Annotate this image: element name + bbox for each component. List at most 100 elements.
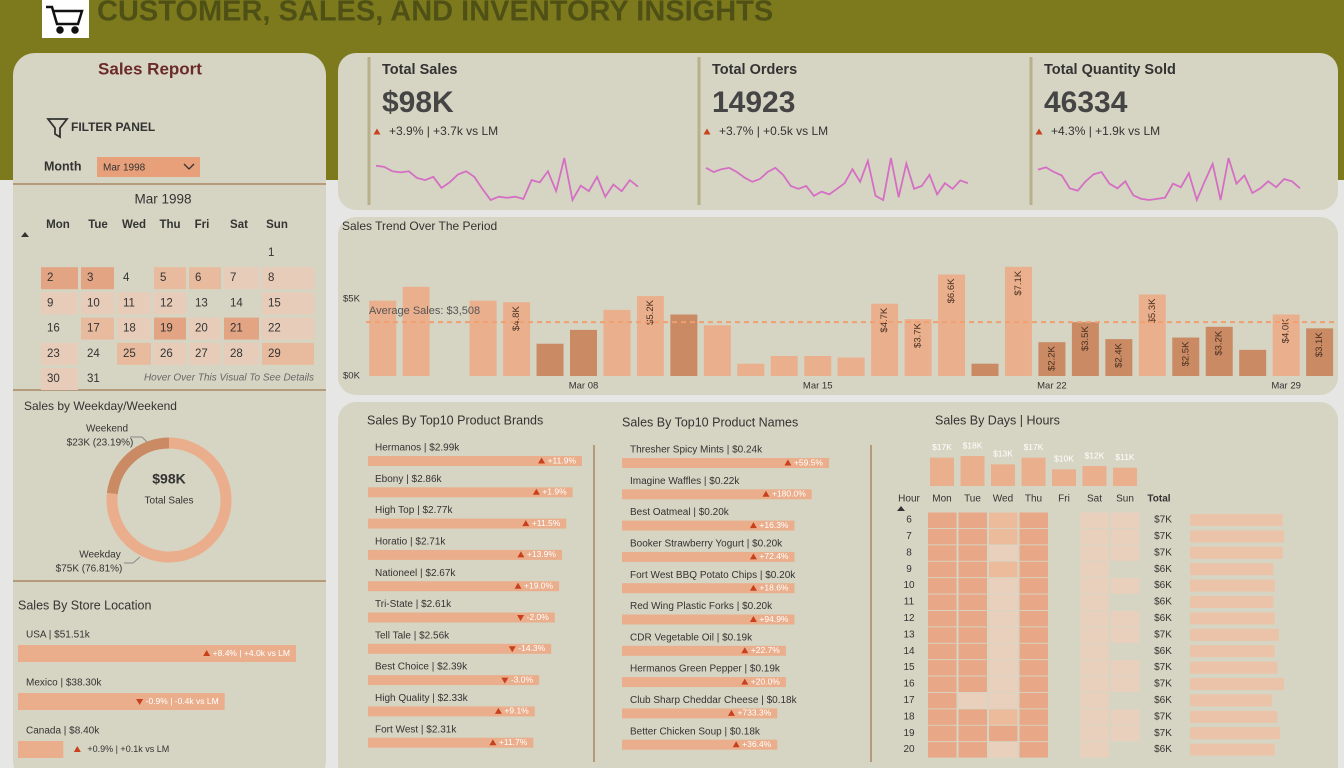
heat-cell [958,561,987,578]
up-triangle [741,647,749,654]
up-triangle [517,551,525,558]
sort-icon [21,232,29,237]
kpi-panel [338,53,1338,210]
center-label: Total Sales [145,496,194,507]
data-label: $3.7K [913,322,924,347]
heat-cell [958,545,987,561]
bar-label: High Quality | $2.33k [375,693,469,704]
column-header: Fri [1058,494,1070,505]
heat-cell [989,627,1018,643]
day-number: 13 [195,297,208,309]
bar [737,363,765,376]
total-bar [1190,743,1275,756]
column-bar [1021,457,1046,486]
heat-cell [958,709,987,725]
bar [1038,342,1066,376]
column-header: Mon [932,494,951,505]
heat-cell [989,742,1018,758]
day-number: 11 [123,297,135,309]
up-triangle [73,746,81,752]
change-label: +733.3% [737,708,771,718]
heat-cell [928,610,957,627]
column-bar [991,464,1015,486]
bar [368,675,540,686]
total-label: $7K [1154,679,1172,690]
day-cell [41,292,78,315]
column-bar [960,456,985,486]
month-value[interactable]: Mar 1998 [103,163,146,174]
heat-cell [1080,692,1109,709]
bar [622,739,778,750]
data-label: $4.0K [1281,318,1292,343]
day-number: 5 [160,272,166,284]
heat-cell [989,594,1018,610]
heat-cell [1019,528,1048,545]
bar-label: Hermanos Green Pepper | $0.19k [630,664,781,675]
up-triangle [522,520,530,527]
heat-cell [928,512,957,528]
heat-cell [989,709,1018,725]
bar-label: Red Wing Plastic Forks | $0.20k [630,601,773,612]
day-number: 31 [87,373,100,385]
month-dropdown[interactable] [97,157,200,177]
total-label: $6K [1154,580,1172,591]
day-cell [117,292,151,315]
heat-cell [958,610,987,627]
dropdown-chevron[interactable] [183,163,195,170]
day-number: 7 [230,272,236,284]
change-label: +19.0% [524,580,554,590]
heat-cell [928,709,957,725]
bar [368,456,582,466]
day-cell [117,342,151,365]
bar-label: High Top | $2.77k [375,505,453,516]
heat-cell [958,692,987,709]
data-label: $17K [932,442,952,452]
bar [368,612,555,623]
total-bar [1190,727,1281,740]
day-cell [41,368,78,390]
change-label: +94.9% [759,614,789,624]
bar [1239,349,1267,376]
total-bar [1190,530,1284,543]
bar [368,643,552,654]
day-number: 20 [195,323,208,335]
weekday-label: Tue [88,219,108,231]
hour-label: 20 [903,744,915,755]
up-triangle [749,522,757,529]
bar-label: Nationeel | $2.67k [375,568,456,579]
hour-label: 18 [903,711,915,722]
calendar-hint: Hover Over This Visual To See Details [144,373,314,384]
bar [837,357,865,376]
day-number: 1 [268,247,274,259]
bar [18,693,225,710]
total-bar [1190,514,1283,526]
total-label: $6K [1154,695,1172,706]
hour-label: 9 [906,564,912,575]
data-label: $12K [1085,450,1105,460]
day-number: 23 [47,348,60,360]
bar [622,520,795,531]
bar [871,303,899,376]
heat-cell [1019,561,1048,578]
bar [603,309,631,376]
kpi-title: Total Orders [712,62,797,78]
heat-cell [1019,676,1048,692]
x-tick-label: Mar 08 [569,381,599,392]
segment-label: Weekend [86,424,128,435]
bar [622,708,778,719]
kpi-title: Total Quantity Sold [1044,62,1176,78]
total-label: $7K [1154,629,1172,640]
change-label: +13.9% [527,549,557,559]
x-tick-label: Mar 29 [1271,381,1301,392]
up-triangle [749,553,757,560]
data-label: $3.5K [1080,326,1091,351]
bar [622,677,786,688]
day-number: 4 [123,272,130,284]
heat-cell [1019,578,1048,594]
total-bar [1190,628,1279,641]
x-tick-label: Mar 15 [803,381,833,392]
day-cell [189,342,221,365]
panel-title: Sales Report [98,59,202,78]
hour-label: 16 [903,679,915,690]
